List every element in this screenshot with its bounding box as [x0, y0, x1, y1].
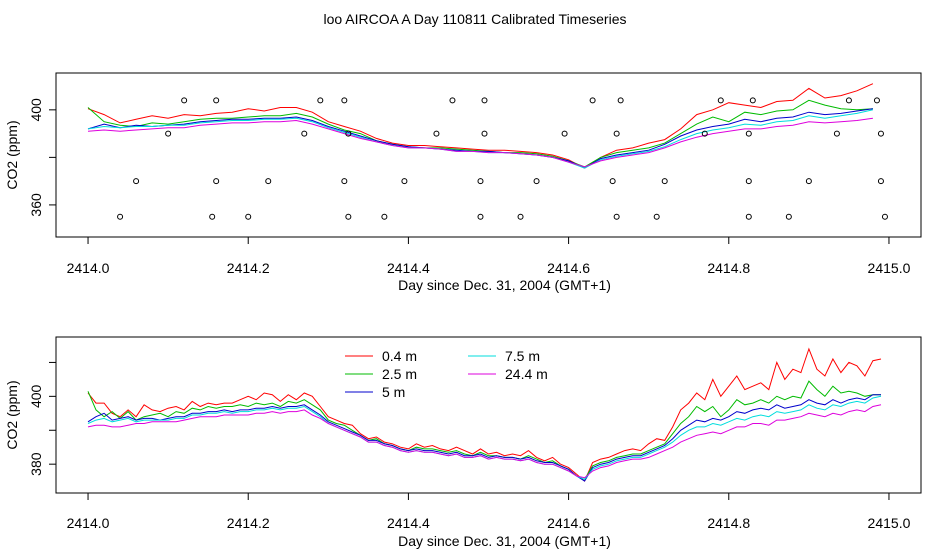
scatter-point [749, 97, 756, 104]
x-tick-label: 2414.6 [547, 260, 590, 276]
legend-label: 7.5 m [505, 348, 540, 364]
scatter-point [881, 213, 888, 220]
scatter-point [609, 178, 616, 185]
series-line-5-m [87, 394, 881, 482]
scatter-point [517, 213, 524, 220]
scatter-point [317, 97, 324, 104]
x-tick-label: 2415.0 [868, 515, 911, 531]
series-line-1 [87, 83, 874, 169]
series-line-5 [87, 117, 873, 168]
scatter-point [701, 130, 708, 137]
plot-panel-1: 2414.0 2414.2 2414.4 2414.6 2414.8 2415.0 360 4… [4, 72, 922, 293]
scatter-point [477, 213, 484, 220]
x-tick-label: 2414.4 [387, 260, 430, 276]
scatter-point [181, 97, 188, 104]
y-tick-label: 400 [28, 98, 44, 122]
scatter-point [245, 213, 252, 220]
scatter-point [873, 97, 880, 104]
series-line-2 [87, 99, 873, 168]
series-line-0-4-m [87, 347, 882, 482]
plot-frame [55, 336, 922, 494]
scatter-point [213, 178, 220, 185]
scatter-point [449, 97, 456, 104]
scatter-point [613, 130, 620, 137]
scatter-point [265, 178, 272, 185]
legend: 0.4 m 2.5 m 5 m 7.5 m 24.4 m [345, 348, 548, 400]
scatter-point [833, 130, 840, 137]
scatter-point [301, 130, 308, 137]
scatter-point [165, 130, 172, 137]
y-tick-label: 400 [28, 384, 44, 408]
scatter-point [433, 130, 440, 137]
scatter-point [477, 178, 484, 185]
scatter-point [845, 97, 852, 104]
x-tick-label: 2414.2 [227, 515, 270, 531]
plot-frame [55, 72, 922, 238]
scatter-point [717, 97, 724, 104]
x-tick-label: 2414.6 [547, 515, 590, 531]
series-line-2-5-m [87, 380, 881, 481]
scatter-point [213, 97, 220, 104]
scatter-point [653, 213, 660, 220]
scatter-point [481, 97, 488, 104]
scatter-point [401, 178, 408, 185]
plot-panel-2: 2414.0 2414.2 2414.4 2414.6 2414.8 2415.0 380 4… [4, 336, 922, 549]
x-tick-label: 2414.8 [707, 260, 750, 276]
x-axis-label: Day since Dec. 31, 2004 (GMT+1) [398, 277, 611, 293]
scatter-point [589, 97, 596, 104]
scatter-point [745, 178, 752, 185]
scatter-point [345, 213, 352, 220]
scatter-point [381, 213, 388, 220]
scatter-point [345, 130, 352, 137]
legend-label: 0.4 m [382, 348, 417, 364]
legend-label: 5 m [382, 384, 405, 400]
x-tick-label: 2414.4 [387, 515, 430, 531]
legend-label: 24.4 m [505, 366, 548, 382]
x-tick-label: 2414.8 [707, 515, 750, 531]
scatter-point [481, 130, 488, 137]
x-tick-label: 2414.2 [227, 260, 270, 276]
scatter-point [341, 178, 348, 185]
scatter-point [533, 178, 540, 185]
x-axis-label: Day since Dec. 31, 2004 (GMT+1) [398, 533, 611, 549]
scatter-point [209, 213, 216, 220]
scatter-point [877, 130, 884, 137]
x-tick-label: 2415.0 [868, 260, 911, 276]
y-axis-label: CO2 (ppm) [4, 380, 20, 449]
x-tick-label: 2414.0 [67, 260, 110, 276]
x-tick-label: 2414.0 [67, 515, 110, 531]
y-tick-label: 380 [28, 452, 44, 476]
scatter-point [613, 213, 620, 220]
scatter-point [805, 178, 812, 185]
scatter-point [341, 97, 348, 104]
scatter-point [877, 178, 884, 185]
chart-title: loo AIRCOA A Day 110811 Calibrated Times… [323, 11, 627, 27]
scatter-point [617, 97, 624, 104]
series-line-24-4-m [87, 404, 882, 479]
scatter-point [661, 178, 668, 185]
y-tick-label: 360 [28, 193, 44, 217]
scatter-point [785, 213, 792, 220]
scatter-point [117, 213, 124, 220]
scatter-point [561, 130, 568, 137]
scatter-point [745, 130, 752, 137]
legend-label: 2.5 m [382, 366, 417, 382]
scatter-point [745, 213, 752, 220]
scatter-point [133, 178, 140, 185]
y-axis-label: CO2 (ppm) [4, 120, 20, 189]
series-line-3 [87, 108, 873, 169]
